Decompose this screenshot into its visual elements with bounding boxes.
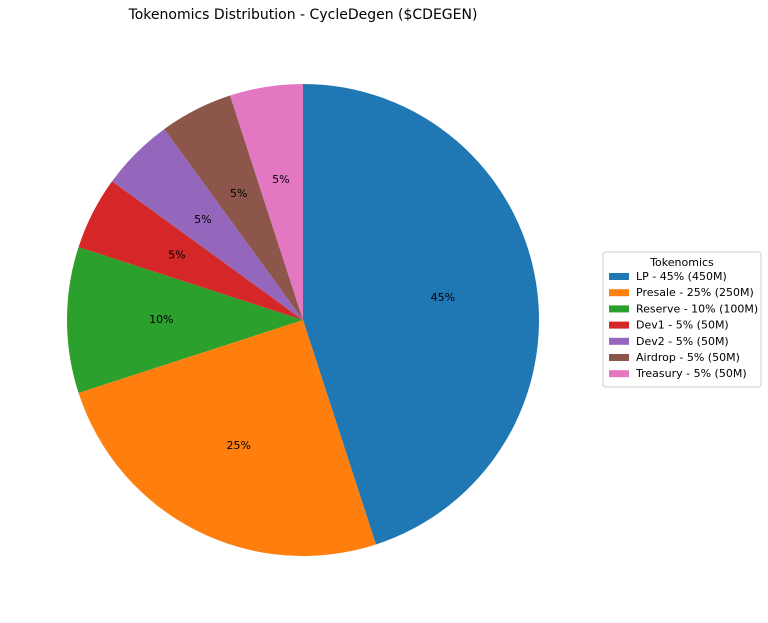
legend-swatch-1 bbox=[609, 289, 629, 297]
legend-swatch-4 bbox=[609, 337, 629, 345]
pie-slice-3 bbox=[78, 181, 303, 320]
pie-slices bbox=[66, 83, 540, 557]
legend-label-3: Dev1 - 5% (50M) bbox=[636, 319, 729, 332]
legend-swatch-0 bbox=[609, 273, 629, 280]
pie-slice-1 bbox=[78, 320, 376, 557]
pie-slice-6 bbox=[230, 83, 303, 320]
pie-slice-0 bbox=[303, 84, 540, 545]
legend-swatch-2 bbox=[609, 305, 629, 313]
legend-swatch-6 bbox=[609, 370, 629, 378]
legend-swatch-5 bbox=[609, 354, 629, 361]
chart-title: Tokenomics Distribution - CycleDegen ($C… bbox=[128, 7, 478, 23]
legend-label-1: Presale - 25% (250M) bbox=[636, 286, 754, 299]
legend-swatch-3 bbox=[609, 321, 629, 329]
pie-slice-label-6: 5% bbox=[272, 173, 289, 186]
pie-slice-label-5: 5% bbox=[230, 187, 247, 200]
pie-slice-label-3: 5% bbox=[168, 249, 185, 262]
pie-slice-5 bbox=[164, 95, 303, 320]
pie-slice-label-4: 5% bbox=[194, 213, 211, 226]
legend-items: LP - 45% (450M) Presale - 25% (250M) Reser… bbox=[609, 270, 758, 380]
legend-label-5: Airdrop - 5% (50M) bbox=[636, 351, 740, 364]
legend-label-6: Treasury - 5% (50M) bbox=[635, 367, 747, 380]
pie-slice-label-0: 45% bbox=[431, 291, 455, 304]
pie-slice-2 bbox=[66, 247, 303, 393]
legend-label-4: Dev2 - 5% (50M) bbox=[636, 335, 729, 348]
pie-slice-4 bbox=[112, 129, 303, 320]
legend: Tokenomics LP - 45% (450M) Presale - 25% … bbox=[602, 251, 762, 388]
legend-label-2: Reserve - 10% (100M) bbox=[636, 302, 758, 315]
legend-title: Tokenomics bbox=[649, 256, 714, 269]
legend-box bbox=[602, 251, 762, 388]
legend-label-0: LP - 45% (450M) bbox=[636, 270, 727, 283]
pie-slice-label-1: 25% bbox=[226, 439, 250, 452]
pie-slice-label-2: 10% bbox=[149, 313, 173, 326]
pie-percent-labels: 45% 25% 10% 5% 5% 5% 5% bbox=[149, 173, 455, 452]
